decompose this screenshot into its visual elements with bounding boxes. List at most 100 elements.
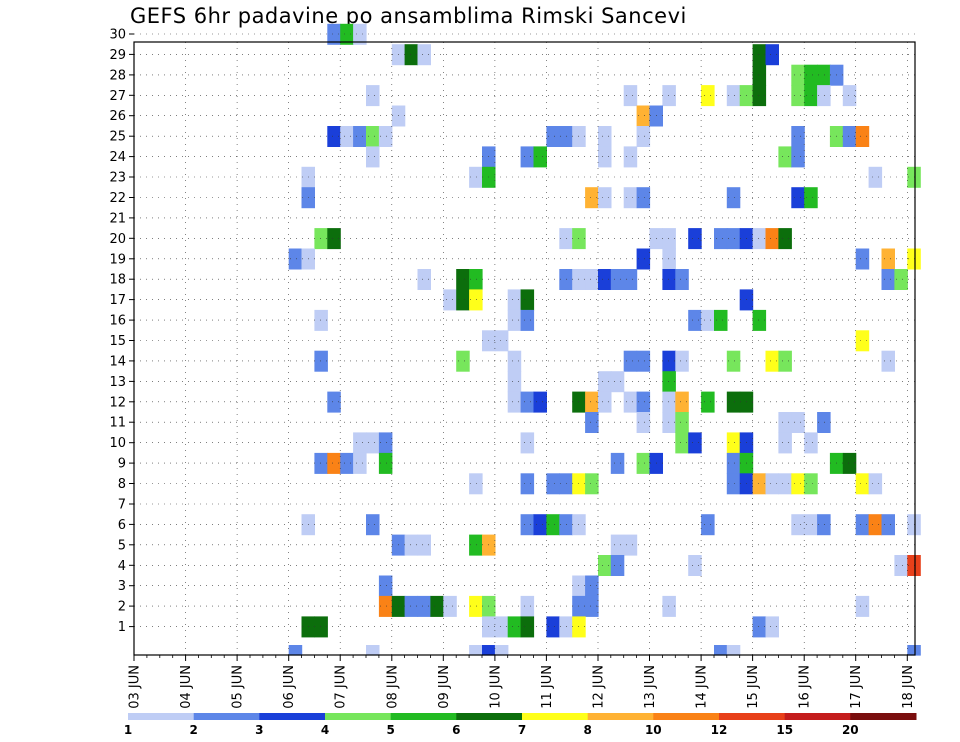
heatmap-cell — [868, 166, 883, 188]
colorbar-swatch — [784, 713, 851, 720]
x-tick-label: 05 JUN — [231, 665, 246, 709]
y-tick-label: 20 — [109, 232, 126, 247]
heatmap-cell — [288, 248, 303, 270]
colorbar: 1 2 3 4 5 6 7 8 10 12 15 20 — [124, 713, 917, 737]
x-tick-label: 13 JUN — [643, 665, 658, 709]
y-tick-label: 29 — [109, 48, 126, 63]
y-tick-label: 26 — [109, 109, 126, 124]
heatmap-cell — [288, 645, 303, 656]
colorbar-swatch — [587, 713, 654, 720]
heatmap-cell — [752, 473, 767, 495]
heatmap-cell — [366, 645, 380, 656]
y-tick-label: 6 — [118, 518, 126, 533]
heatmap-cell — [340, 452, 354, 474]
heatmap-cell — [778, 412, 792, 433]
heatmap-cell — [765, 350, 779, 372]
heatmap-cell — [366, 146, 380, 168]
heatmap-cell — [456, 269, 470, 290]
heatmap-cell — [726, 452, 741, 474]
heatmap-cell — [726, 645, 741, 656]
heatmap-cell — [636, 187, 651, 209]
heatmap-cell — [778, 228, 792, 250]
heatmap-cell — [340, 126, 354, 147]
heatmap-cell — [327, 23, 341, 45]
y-tick-label: 5 — [118, 538, 126, 553]
colorbar-label: 20 — [842, 723, 859, 737]
heatmap-cell — [353, 23, 367, 45]
heatmap-cell — [817, 85, 831, 107]
heatmap-cell — [366, 514, 380, 536]
y-tick-label: 9 — [118, 457, 126, 472]
heatmap-cell — [623, 269, 638, 290]
heatmap-cell — [340, 23, 354, 45]
heatmap-cell — [520, 432, 535, 454]
colorbar-swatch — [850, 713, 917, 720]
x-tick-label: 15 JUN — [746, 665, 761, 709]
heatmap-cell — [726, 187, 741, 209]
heatmap-cell — [469, 289, 483, 311]
heatmap-cell — [404, 595, 419, 617]
colorbar-swatch — [325, 713, 392, 720]
heatmap-cell — [894, 269, 908, 290]
heatmap-cell — [610, 371, 625, 393]
heatmap-cell — [507, 289, 522, 311]
heatmap-cell — [636, 412, 651, 433]
heatmap-cell — [623, 187, 638, 209]
heatmap-cell — [314, 616, 328, 638]
y-tick-label: 24 — [109, 150, 126, 165]
heatmap-cell — [791, 412, 805, 433]
heatmap-cell — [623, 146, 638, 168]
heatmap-cell — [662, 595, 676, 617]
heatmap-cell — [881, 350, 895, 372]
heatmap-cell — [598, 187, 612, 209]
colorbar-swatch — [719, 713, 786, 720]
y-tick-label: 28 — [109, 68, 126, 83]
y-tick-label: 22 — [109, 191, 126, 206]
heatmap-cell — [791, 514, 805, 536]
heatmap-cell — [778, 432, 792, 454]
heatmap-cell — [752, 85, 767, 107]
heatmap-cell — [520, 289, 535, 311]
heatmap-cell — [868, 473, 883, 495]
heatmap-cell — [804, 187, 818, 209]
heatmap-cell — [507, 391, 522, 413]
x-tick-label: 09 JUN — [437, 665, 452, 709]
heatmap-cell — [765, 228, 779, 250]
y-tick-label: 25 — [109, 130, 126, 145]
heatmap-cell — [726, 391, 741, 413]
colorbar-swatch — [456, 713, 523, 720]
heatmap-cell — [791, 64, 805, 86]
colorbar-swatch — [128, 713, 195, 720]
heatmap-cell — [520, 309, 535, 331]
heatmap-cell — [701, 309, 715, 331]
heatmap-cell — [855, 514, 870, 536]
x-tick-label: 12 JUN — [592, 665, 607, 709]
heatmap-cell — [817, 64, 831, 86]
heatmap-cell — [636, 452, 651, 474]
heatmap-cell — [726, 85, 741, 107]
heatmap-cell — [469, 473, 483, 495]
heatmap-cell — [817, 514, 831, 536]
heatmap-cell — [366, 126, 380, 147]
heatmap-cell — [520, 473, 535, 495]
heatmap-cell — [688, 432, 702, 454]
heatmap-cell — [662, 412, 676, 433]
y-tick-label: 7 — [118, 498, 126, 513]
heatmap-cell — [572, 595, 586, 617]
y-tick-label: 11 — [109, 416, 126, 431]
heatmap-cell — [520, 146, 535, 168]
heatmap-cell — [752, 309, 767, 331]
heatmap-cell — [469, 534, 483, 556]
heatmap-cell — [881, 514, 895, 536]
heatmap-cell — [378, 432, 393, 454]
heatmap-cell — [353, 126, 367, 147]
x-tick-label: 06 JUN — [282, 665, 297, 709]
heatmap-cell — [817, 412, 831, 433]
heatmap-cell — [752, 64, 767, 86]
heatmap-cell — [314, 452, 328, 474]
heatmap-cell — [726, 350, 741, 372]
heatmap-cell — [675, 412, 689, 433]
x-tick-label: 18 JUN — [901, 665, 916, 709]
heatmap-cell — [714, 645, 728, 656]
